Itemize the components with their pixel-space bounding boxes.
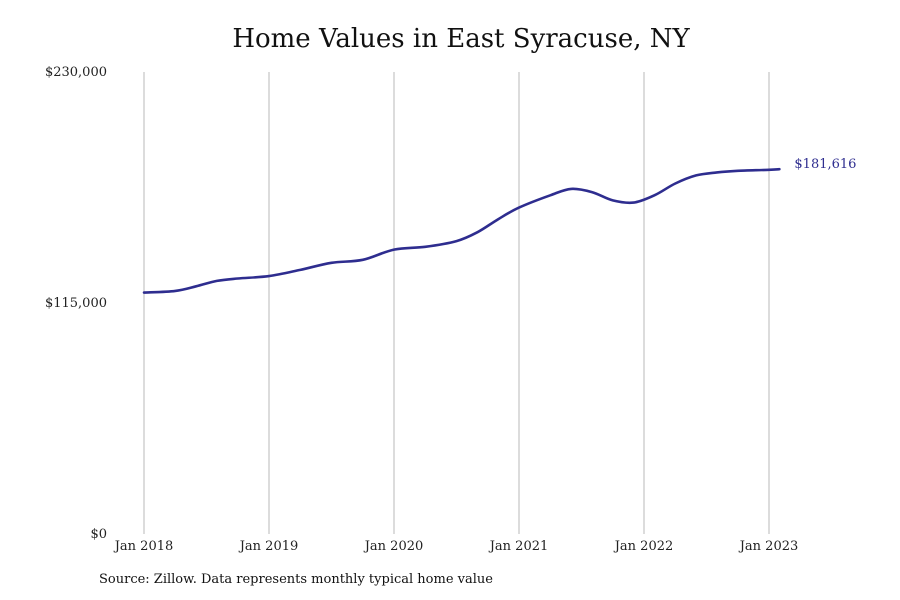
x-tick-label: Jan 2018 [113,539,174,554]
data-point [330,262,333,265]
data-point [497,218,500,221]
data-point [736,170,739,173]
data-point [632,201,635,204]
data-point [476,231,479,234]
data-point [611,199,614,202]
x-tick-label: Jan 2019 [238,539,299,554]
data-point [216,280,219,283]
data-point [236,277,239,280]
data-point [361,259,364,262]
data-point [299,269,302,272]
x-tick-label: Jan 2022 [613,539,674,554]
data-point [768,169,771,172]
y-axis-tick-labels: $0 $115,000 $230,000 [45,65,107,542]
data-point [778,168,781,171]
x-tick-label: Jan 2023 [738,539,799,554]
x-tick-label: Jan 2020 [363,539,424,554]
data-point [174,290,177,293]
data-point [455,240,458,243]
data-point [549,194,552,197]
data-point [518,206,521,209]
y-tick-label: $0 [90,527,107,542]
data-point [716,171,719,174]
series-line [142,167,781,294]
end-value-label: $181,616 [794,157,856,172]
data-point [393,248,396,251]
chart-title: Home Values in East Syracuse, NY [232,24,690,54]
x-axis-tick-labels: Jan 2018 Jan 2019 Jan 2020 Jan 2021 Jan 2022… [113,539,799,554]
source-note: Source: Zillow. Data represents monthly … [99,572,493,587]
data-point [591,191,594,194]
x-tick-label: Jan 2021 [488,539,549,554]
data-point [195,285,198,288]
data-point [570,188,573,191]
data-point [424,245,427,248]
vertical-gridlines [143,72,770,534]
series-group [142,167,781,294]
data-point [268,275,271,278]
data-point [143,291,146,294]
y-tick-label: $230,000 [45,65,107,80]
data-point [695,174,698,177]
y-tick-label: $115,000 [45,296,107,311]
data-point [653,194,656,197]
data-point [674,182,677,185]
